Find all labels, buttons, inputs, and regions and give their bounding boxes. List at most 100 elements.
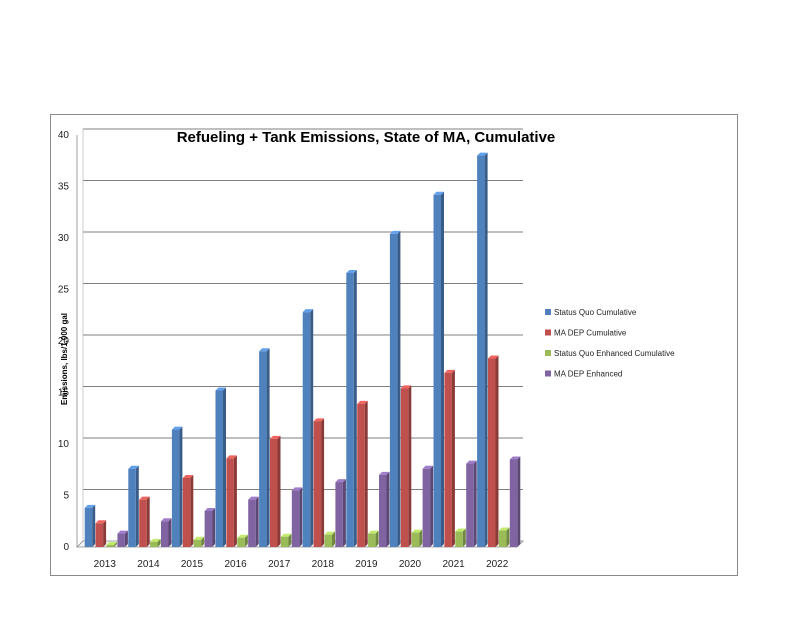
bar-side — [233, 455, 237, 547]
bar-top — [215, 387, 226, 391]
bar-side — [114, 541, 117, 547]
bar — [379, 471, 390, 547]
bar-front — [150, 541, 158, 547]
bar-side — [277, 435, 281, 547]
bar-front — [313, 421, 322, 547]
bar-front — [226, 458, 234, 547]
bar-side — [364, 400, 368, 547]
bar-top — [117, 530, 128, 534]
bar — [193, 536, 205, 547]
x-tick-label: 2017 — [268, 559, 291, 570]
bar-side — [430, 465, 434, 547]
y-tick-label: 30 — [58, 233, 70, 244]
legend-label: MA DEP Cumulative — [554, 329, 627, 338]
bar-side — [451, 369, 455, 547]
bar-top — [324, 531, 335, 535]
bar-front — [259, 351, 267, 547]
bar-side — [299, 487, 303, 547]
bar — [400, 385, 412, 547]
bar — [106, 541, 117, 547]
bar-side — [157, 538, 161, 547]
bar-top — [237, 534, 248, 538]
bar-side — [517, 456, 521, 547]
bar-top — [346, 270, 357, 274]
bar — [171, 426, 183, 547]
bar-front — [466, 463, 474, 547]
bar-side — [212, 507, 216, 547]
bar-top — [193, 536, 205, 540]
bar-top — [280, 533, 292, 537]
bar — [335, 479, 346, 547]
bar-front — [215, 390, 223, 547]
bar-side — [223, 387, 226, 547]
bar-side — [473, 460, 477, 547]
bar-top — [150, 538, 161, 542]
bar — [280, 533, 292, 547]
bar-side — [353, 270, 357, 547]
bar-front — [139, 499, 147, 547]
bar-side — [342, 479, 346, 547]
bar — [182, 474, 194, 547]
bar-side — [288, 533, 292, 547]
bar-top — [335, 479, 346, 483]
bar — [389, 230, 401, 547]
bar-side — [321, 418, 325, 547]
bar-front — [433, 194, 441, 547]
bar-front — [106, 544, 114, 547]
bar — [346, 270, 357, 547]
y-tick-label: 10 — [58, 439, 70, 450]
legend-swatch — [545, 350, 551, 356]
x-tick-label: 2020 — [399, 559, 422, 570]
bar-side — [506, 527, 510, 547]
bar-front — [291, 490, 300, 547]
bar-top — [139, 496, 150, 500]
x-tick-label: 2016 — [224, 559, 247, 570]
bar-front — [302, 312, 311, 547]
bar-side — [310, 309, 314, 547]
bar-top — [488, 355, 499, 359]
bar — [433, 191, 444, 547]
bar — [204, 507, 216, 547]
bar — [117, 530, 128, 547]
bar-front — [171, 429, 180, 547]
legend-swatch — [545, 329, 551, 336]
bar-side — [135, 465, 139, 547]
x-tick-label: 2013 — [94, 559, 117, 570]
chart-frame: 0 5 10 15 20 25 30 35 40 2013 2014 2015 2016 2017 2018… — [50, 114, 738, 576]
bar-top — [400, 385, 412, 389]
x-tick-label: 2014 — [137, 559, 160, 570]
bar-side — [484, 152, 488, 547]
bar-top — [270, 435, 281, 439]
bar-side — [201, 536, 205, 547]
bar-front — [128, 468, 136, 547]
bar — [237, 534, 248, 547]
bar-side — [375, 530, 379, 547]
x-tick-label: 2015 — [181, 559, 204, 570]
bar-side — [190, 474, 194, 547]
bar — [139, 496, 150, 547]
bar-top — [259, 348, 270, 352]
bar-top — [389, 230, 401, 234]
bar-front — [477, 155, 485, 547]
bar-front — [488, 358, 496, 547]
bar-front — [444, 372, 452, 547]
bar-side — [92, 504, 96, 547]
bar-top — [433, 191, 444, 195]
bar-top — [302, 309, 314, 313]
bar-front — [193, 539, 202, 547]
legend: Status Quo Cumulative MA DEP Cumulative St… — [545, 308, 675, 379]
bar-top — [161, 518, 172, 522]
bar-side — [179, 426, 183, 547]
y-tick-label: 20 — [58, 336, 70, 347]
bar-front — [84, 507, 93, 547]
bar — [226, 455, 237, 547]
bar-top — [226, 455, 237, 459]
bar-front — [335, 482, 343, 547]
bar — [357, 400, 368, 547]
bar-side — [441, 191, 444, 547]
tick-labels: 0 5 10 15 20 25 30 35 40 2013 2014 2015 2016 2017 2018… — [58, 130, 509, 570]
bar-front — [270, 438, 278, 547]
y-tick-label: 40 — [58, 130, 70, 141]
bar — [128, 465, 139, 547]
y-tick-label: 0 — [63, 542, 69, 553]
